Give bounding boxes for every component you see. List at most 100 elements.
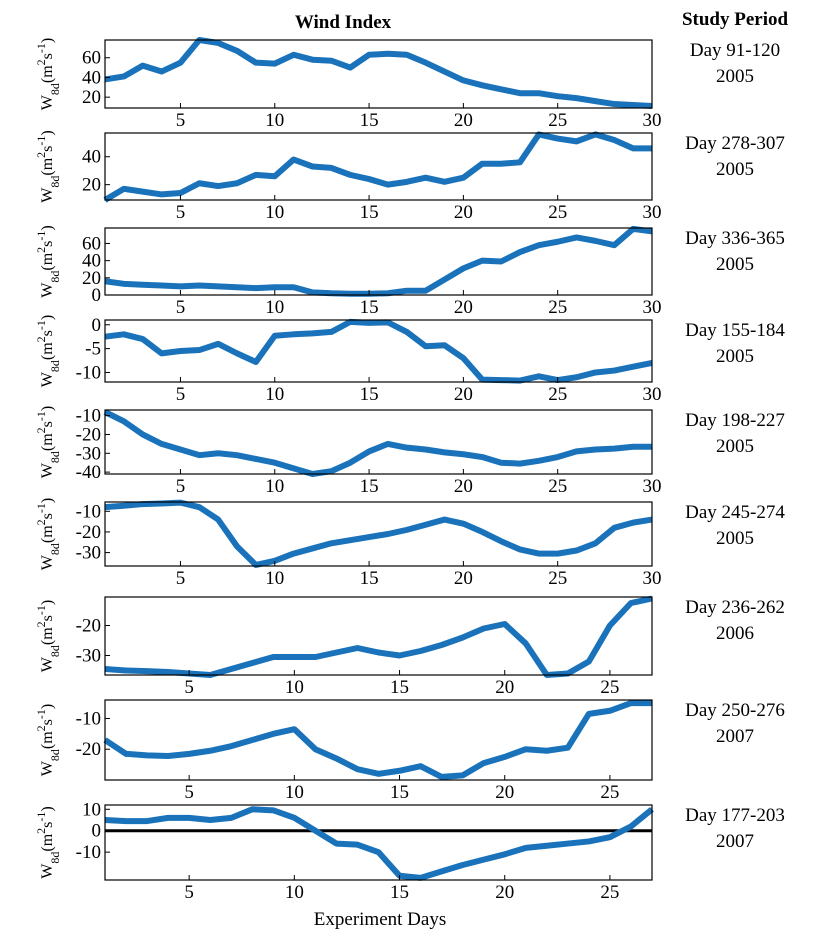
y-tick-label: -20	[76, 424, 101, 445]
y-axis-label-part: W	[39, 554, 56, 570]
plot-frame	[104, 804, 653, 881]
x-tick-label: 5	[176, 110, 186, 131]
x-tick-label: 10	[265, 110, 284, 131]
y-axis-label-part: s	[39, 513, 56, 519]
x-tick-label: 25	[600, 677, 619, 698]
y-tick-label: -20	[76, 522, 101, 543]
x-tick-label: 15	[360, 384, 379, 405]
y-tick-label: -20	[76, 739, 101, 760]
y-axis-label-part: )	[39, 130, 56, 135]
y-axis-label-part: W	[39, 282, 56, 298]
y-axis-label-part: 2	[34, 828, 48, 834]
x-tick-label: 30	[643, 568, 662, 589]
y-axis-label-part: 2	[34, 519, 48, 525]
y-axis-label: W8d(m2s-1)	[34, 498, 62, 570]
period-label: Day 278-307	[685, 133, 785, 154]
y-tick-label: 10	[82, 799, 101, 820]
plot-frame	[104, 227, 653, 296]
data-line	[104, 318, 653, 384]
x-tick-label: 20	[454, 297, 473, 318]
plot-frame	[104, 132, 653, 201]
y-axis-label-part: )	[39, 406, 56, 411]
x-tick-label: 10	[285, 677, 304, 698]
y-tick-label: 20	[82, 175, 101, 196]
y-axis-label-part: s	[39, 241, 56, 247]
x-tick-label: 15	[360, 568, 379, 589]
y-tick-label: -10	[76, 501, 101, 522]
data-line	[103, 409, 652, 477]
x-tick-label: 20	[454, 202, 473, 223]
x-tick-label: 30	[643, 202, 662, 223]
y-axis-label-part: (m	[39, 65, 56, 83]
period-label: Day 336-365	[685, 228, 785, 249]
x-tick-label: 30	[643, 110, 662, 131]
year-label: 2005	[716, 159, 754, 180]
x-tick-label: 10	[285, 882, 304, 903]
period-label: Day 250-276	[685, 700, 785, 721]
x-tick-label: 20	[454, 110, 473, 131]
y-axis-label-part: -1	[34, 43, 48, 53]
plot-frame	[104, 699, 653, 781]
year-label: 2006	[716, 623, 754, 644]
y-axis-label-part: s	[39, 330, 56, 336]
x-tick-label: 20	[454, 384, 473, 405]
y-axis-label-part: (m	[39, 833, 56, 851]
y-axis-label-part: W	[39, 371, 56, 387]
x-tick-label: 5	[176, 476, 186, 497]
y-axis-label-part: s	[39, 719, 56, 725]
x-tick-label: 10	[265, 568, 284, 589]
y-tick-label: 40	[82, 251, 101, 272]
year-label: 2005	[716, 254, 754, 275]
y-axis-label-part: W	[39, 760, 56, 776]
x-tick-label: 5	[184, 782, 194, 803]
x-tick-label: 20	[454, 568, 473, 589]
x-tick-label: 15	[390, 782, 409, 803]
y-tick-label: 60	[82, 233, 101, 254]
x-tick-label: 10	[265, 476, 284, 497]
y-axis-label-part: W	[39, 94, 56, 110]
period-label: Day 245-274	[685, 502, 785, 523]
y-tick-label: -10	[76, 842, 101, 863]
y-tick-label: 0	[92, 285, 102, 306]
x-tick-label: 25	[548, 110, 567, 131]
y-tick-label: -30	[76, 443, 101, 464]
x-tick-label: 15	[390, 677, 409, 698]
y-axis-label-part: 8d	[48, 451, 62, 463]
x-tick-label: 5	[176, 384, 186, 405]
x-tick-label: 10	[285, 782, 304, 803]
y-axis-label-part: -1	[34, 605, 48, 615]
y-axis-label-part: -1	[34, 503, 48, 513]
y-axis-label-part: )	[39, 498, 56, 503]
y-tick-label: 40	[82, 67, 101, 88]
y-tick-label: -30	[76, 646, 101, 667]
y-axis-label: W8d(m2s-1)	[34, 38, 62, 110]
y-axis-label-part: 2	[34, 427, 48, 433]
y-axis-label-part: )	[39, 600, 56, 605]
chart-title: Wind Index	[295, 12, 392, 33]
y-axis-label-part: -1	[34, 812, 48, 822]
x-tick-label: 25	[600, 882, 619, 903]
y-axis-label-part: s	[39, 822, 56, 828]
data-line	[104, 595, 653, 678]
x-tick-label: 5	[176, 568, 186, 589]
x-tick-label: 20	[495, 677, 514, 698]
y-axis-label-part: -1	[34, 411, 48, 421]
y-tick-label: -30	[76, 543, 101, 564]
x-tick-label: 10	[265, 384, 284, 405]
y-axis-label-part: 8d	[48, 176, 62, 188]
y-axis-label-part: 2	[34, 336, 48, 342]
y-axis-label-part: (m	[39, 157, 56, 175]
x-tick-label: 25	[548, 568, 567, 589]
period-label: Day 91-120	[690, 40, 780, 61]
y-tick-label: -40	[76, 462, 101, 483]
period-label: Day 236-262	[685, 597, 785, 618]
y-axis-label-part: W	[39, 656, 56, 672]
y-axis-label-part: s	[39, 615, 56, 621]
year-label: 2005	[716, 66, 754, 87]
y-axis-label: W8d(m2s-1)	[34, 600, 62, 672]
y-axis-label-part: -1	[34, 709, 48, 719]
y-axis-label: W8d(m2s-1)	[34, 704, 62, 776]
x-tick-label: 30	[643, 476, 662, 497]
x-tick-label: 5	[184, 882, 194, 903]
